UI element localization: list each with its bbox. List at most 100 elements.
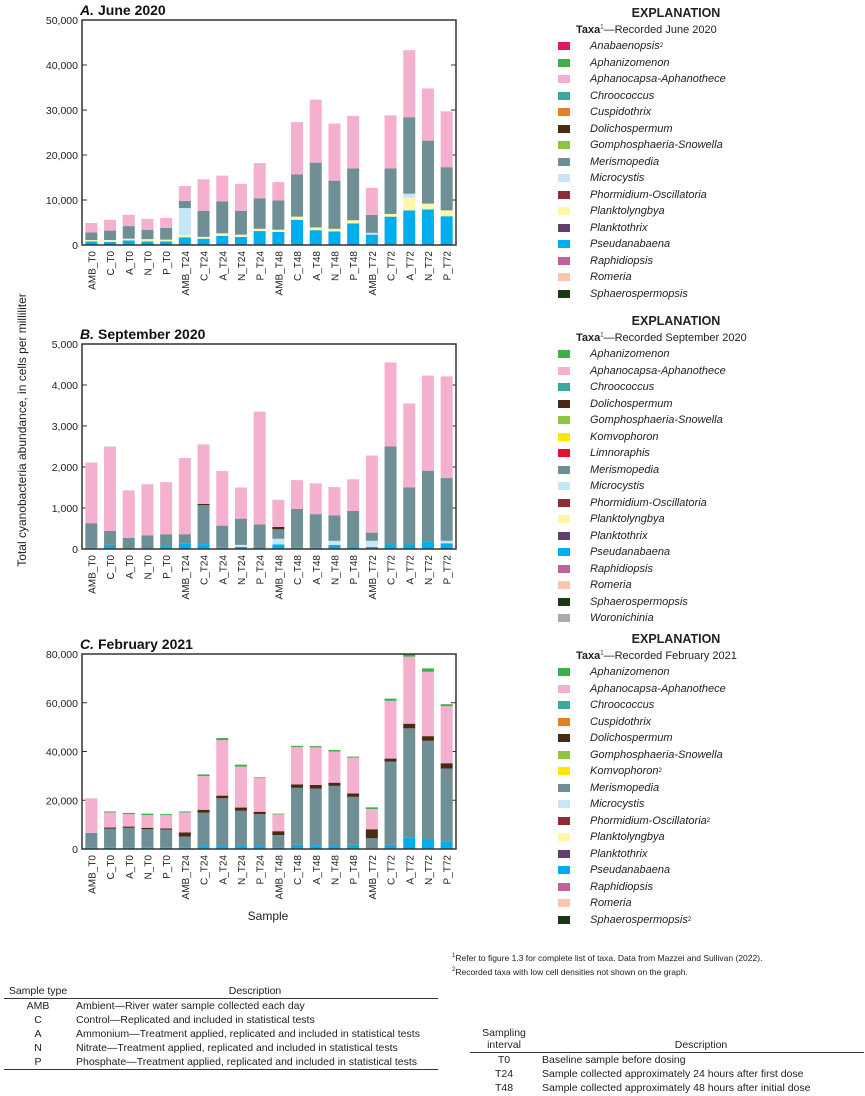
bar-segment-pseudanabaena (403, 210, 416, 245)
column-header: Sampling interval (470, 1026, 538, 1053)
legend-header: EXPLANATION (631, 314, 721, 328)
legend-label: Phormidium-Oscillatoria (590, 496, 707, 509)
legend-swatch (558, 899, 570, 908)
legend-label: Chroococcus (590, 699, 655, 712)
panel-letter: A. (79, 2, 94, 18)
legend-swatch (558, 465, 570, 474)
legend-item: Aphanizomenon (556, 346, 776, 363)
y-tick-label: 0 (72, 544, 78, 556)
bar-segment-merismopedia (347, 796, 360, 845)
x-tick-label: P_T48 (349, 555, 360, 585)
legend-label: Planktothrix (590, 529, 648, 542)
legend-item: Sphaerospermopsis (556, 286, 776, 303)
bar-segment-merismopedia (347, 168, 360, 221)
bar-segment-pseudanabaena (104, 241, 117, 245)
bar-segment-merismopedia (216, 525, 229, 548)
legend-label: Gomphosphaeria-Snowella (590, 414, 723, 427)
legend-2: EXPLANATION Taxa1—Recorded September 202… (556, 314, 776, 627)
bar-segment-aphanocapsa-aphanothece (384, 115, 397, 169)
bar-segment-pseudanabaena (347, 844, 360, 849)
bar-segment-pseudanabaena (197, 544, 210, 549)
chart-panel-2: B. September 2020 0 1,000 2,000 3,000 4,000 5,0… (52, 326, 457, 599)
y-tick-label: 80,000 (46, 649, 78, 661)
legend-label: Microcystis (590, 172, 645, 185)
bar-segment-aphanocapsa-aphanothece (403, 403, 416, 488)
legend-item: Chroococcus (556, 697, 776, 714)
bar-segment-aphanizomenon (421, 668, 434, 672)
legend-label: Pseudanabaena (590, 864, 671, 877)
legend-swatch (558, 124, 570, 133)
panel-letter: B. (80, 326, 94, 342)
table-row: T0 Baseline sample before dosing (470, 1053, 864, 1068)
bar-segment-merismopedia (85, 232, 98, 241)
recorded-label: —Recorded February 2021 (603, 650, 737, 662)
bar-segment-merismopedia (216, 798, 229, 847)
bar-segment-microcystis (403, 193, 416, 198)
footnote-mark: 2 (659, 43, 664, 50)
bar-segment-aphanizomenon (291, 745, 304, 748)
x-tick-label: C_T24 (200, 555, 211, 585)
legend-label: Chroococcus (590, 89, 655, 102)
legend-swatch (558, 75, 570, 84)
bar-segment-planktolyngbya (197, 236, 210, 239)
bar-segment-merismopedia (104, 530, 117, 545)
bar-segment-aphanizomenon (365, 807, 378, 810)
legend-label: Sphaerospermopsis (590, 595, 688, 608)
bar-segment-planktolyngbya (141, 239, 154, 242)
chart-title: A. June 2020 (79, 2, 166, 18)
legend-item: Woronichinia (556, 610, 776, 627)
bar-segment-planktolyngbya (328, 228, 341, 232)
legend-swatch (558, 58, 570, 67)
bar-segment-aphanocapsa-aphanothece (160, 218, 173, 228)
bar-segment-pseudanabaena (328, 846, 341, 849)
bar-segment-dolichospermum (440, 763, 453, 769)
bar-segment-aphanocapsa-aphanothece (272, 814, 285, 832)
bar-segment-aphanocapsa-aphanothece (365, 809, 378, 830)
x-tick-label: P_T0 (162, 855, 173, 879)
bar-segment-dolichospermum (421, 736, 434, 741)
footnote-mark: 2 (706, 817, 711, 824)
legend-item: Merismopedia (556, 154, 776, 171)
x-tick-label: C_T48 (293, 555, 304, 585)
legend-item: Planktolyngbya (556, 511, 776, 528)
bar-segment-planktolyngbya (347, 220, 360, 224)
legend-item: Komvophoron 2 (556, 763, 776, 780)
bar-segment-pseudanabaena (160, 241, 173, 245)
panel-title: September 2020 (98, 326, 206, 342)
legend-item: Phormidium-Oscillatoria (556, 495, 776, 512)
legend-label: Raphidiopsis (590, 254, 653, 267)
bar-segment-dolichospermum (197, 809, 210, 813)
legend-item: Pseudanabaena (556, 236, 776, 253)
footnote-mark: 2 (687, 916, 692, 923)
legend-header: EXPLANATION (631, 632, 721, 646)
bar-segment-aphanizomenon (384, 698, 397, 701)
legend-label: Chroococcus (590, 381, 655, 394)
x-tick-label: N_T48 (330, 855, 341, 885)
legend-swatch (558, 108, 570, 117)
x-tick-label: A_T48 (312, 251, 323, 281)
legend-swatch (558, 207, 570, 216)
bar-segment-aphanizomenon (234, 764, 247, 767)
bar-segment-merismopedia (384, 446, 397, 545)
description-cell: Baseline sample before dosing (542, 1054, 686, 1066)
bar-segment-aphanocapsa-aphanothece (104, 219, 117, 231)
bar-segment-merismopedia (85, 523, 98, 548)
x-tick-label: AMB_T0 (87, 555, 98, 594)
chart-panel-1: A. June 2020 0 10,000 20,000 30,000 40,000 50,0… (46, 2, 457, 295)
bar-segment-pseudanabaena (309, 845, 322, 849)
x-tick-label: C_T24 (200, 251, 211, 281)
table-row: N Nitrate—Treatment applied, replicated a… (4, 1041, 438, 1055)
y-tick-label: 40,000 (46, 747, 78, 759)
bar-segment-dolichospermum (365, 829, 378, 839)
legend-label: Planktothrix (590, 221, 648, 234)
panel-title: February 2021 (98, 636, 193, 652)
bar-segment-merismopedia (328, 515, 341, 541)
sample-type-table: Sample type Description AMB Ambient—River… (4, 984, 438, 1070)
x-tick-label: A_T48 (312, 555, 323, 585)
bar-segment-merismopedia (365, 532, 378, 541)
bar-segment-aphanocapsa-aphanothece (309, 99, 322, 163)
legend-subtitle: Taxa1—Recorded February 2021 (576, 650, 776, 662)
legend-label: Planktolyngbya (590, 513, 665, 526)
footnote-mark: 1 (600, 24, 604, 31)
legend-item: Chroococcus (556, 379, 776, 396)
